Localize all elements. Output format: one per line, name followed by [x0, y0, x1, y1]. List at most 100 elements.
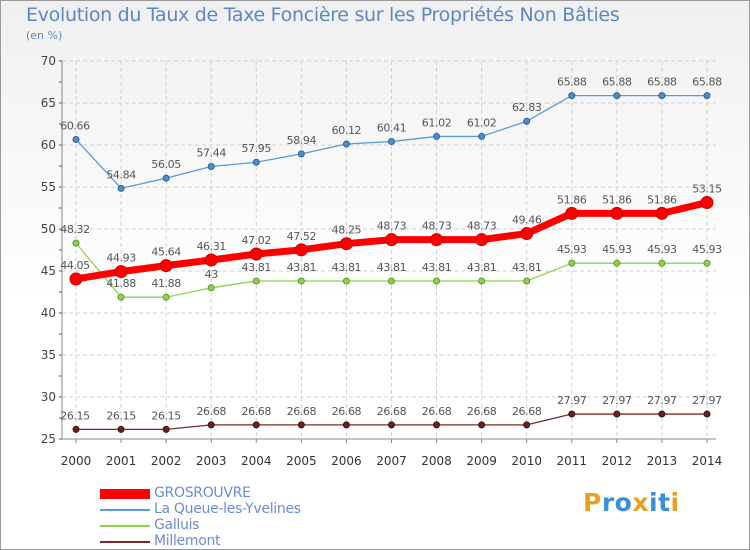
data-point: [207, 284, 215, 292]
data-point: [204, 253, 218, 267]
data-point: [207, 163, 215, 171]
data-point: [342, 277, 350, 285]
data-label: 26.15: [106, 409, 136, 422]
data-point: [252, 277, 260, 285]
data-point: [478, 421, 486, 429]
data-point: [610, 206, 624, 220]
data-label: 48.73: [467, 220, 497, 233]
data-label: 53.15: [692, 183, 722, 196]
data-label: 58.94: [287, 134, 317, 147]
x-tick-label: 2012: [602, 454, 633, 468]
data-point: [297, 150, 305, 158]
chart-title: Evolution du Taux de Taxe Foncière sur l…: [26, 4, 620, 26]
y-tick-label: 70: [41, 54, 56, 68]
data-label: 45.93: [647, 243, 677, 256]
data-label: 26.68: [422, 405, 452, 418]
data-label: 65.88: [692, 76, 722, 89]
data-point: [387, 277, 395, 285]
data-point: [568, 92, 576, 100]
data-point: [613, 410, 621, 418]
data-point: [162, 174, 170, 182]
data-label: 60.66: [60, 119, 90, 132]
data-point: [387, 421, 395, 429]
data-label: 48.73: [422, 220, 452, 233]
x-tick-label: 2002: [151, 454, 182, 468]
data-point: [703, 92, 711, 100]
x-tick-label: 2013: [647, 454, 678, 468]
data-label: 26.15: [60, 409, 90, 422]
data-point: [523, 277, 531, 285]
logo-letter: i: [670, 488, 680, 517]
data-label: 43.81: [332, 261, 362, 274]
data-label: 26.68: [377, 405, 407, 418]
y-tick-label: 35: [41, 348, 56, 362]
data-label: 43.81: [377, 261, 407, 274]
data-point: [117, 425, 125, 433]
data-label: 48.25: [332, 224, 362, 237]
data-label: 26.68: [287, 405, 317, 418]
data-label: 45.64: [151, 246, 181, 259]
data-point: [430, 233, 444, 247]
data-point: [658, 259, 666, 267]
data-point: [523, 117, 531, 125]
y-tick-label: 25: [41, 432, 56, 446]
data-point: [658, 92, 666, 100]
data-point: [655, 206, 669, 220]
data-label: 65.88: [602, 76, 632, 89]
data-label: 43.81: [242, 261, 272, 274]
data-label: 43.81: [287, 261, 317, 274]
data-label: 60.41: [377, 122, 407, 135]
data-label: 56.05: [151, 158, 181, 171]
data-point: [478, 277, 486, 285]
data-point: [252, 158, 260, 166]
data-label: 51.86: [647, 193, 677, 206]
data-point: [339, 237, 353, 251]
data-label: 47.02: [242, 234, 272, 247]
data-point: [72, 239, 80, 247]
data-label: 54.84: [106, 168, 136, 181]
logo-letter: i: [649, 488, 659, 517]
data-label: 61.02: [467, 116, 497, 129]
x-tick-label: 2003: [196, 454, 227, 468]
data-point: [117, 293, 125, 301]
chart-subtitle: (en %): [26, 29, 63, 42]
data-point: [162, 425, 170, 433]
data-point: [387, 138, 395, 146]
data-label: 45.93: [602, 243, 632, 256]
x-tick-label: 2005: [286, 454, 317, 468]
label-layer: 44.05 44.93 45.64 46.31 47.02 47.52 48.25 48.73…: [60, 76, 722, 423]
data-point: [703, 410, 711, 418]
data-label: 44.93: [106, 252, 136, 265]
data-point: [433, 421, 441, 429]
data-point: [433, 277, 441, 285]
data-point: [72, 135, 80, 143]
axis-layer: 25 30 35 40 45 50 55 60 65 70 2000 2001 2002 2003 2004…: [41, 54, 723, 468]
legend-label: La Queue-les-Yvelines: [154, 501, 301, 517]
legend-label: Millemont: [154, 533, 221, 549]
data-label: 60.12: [332, 124, 362, 137]
data-label: 45.93: [557, 243, 587, 256]
y-tick-label: 40: [41, 306, 56, 320]
data-label: 27.97: [692, 394, 722, 407]
data-point: [613, 92, 621, 100]
data-point: [294, 243, 308, 257]
x-tick-label: 2009: [466, 454, 497, 468]
data-label: 47.52: [287, 230, 317, 243]
y-tick-label: 65: [41, 96, 56, 110]
x-tick-label: 2011: [556, 454, 587, 468]
data-point: [520, 227, 534, 241]
x-tick-label: 2010: [511, 454, 542, 468]
data-point: [297, 421, 305, 429]
data-point: [207, 421, 215, 429]
data-point: [700, 196, 714, 210]
data-point: [342, 140, 350, 148]
data-label: 46.31: [196, 240, 226, 253]
data-label: 41.88: [106, 277, 136, 290]
legend-item: Galluis: [100, 517, 360, 533]
logo-letter: r: [601, 488, 615, 517]
data-label: 43: [205, 268, 219, 281]
data-point: [249, 247, 263, 261]
data-label: 26.68: [467, 405, 497, 418]
x-tick-label: 2000: [61, 454, 92, 468]
data-point: [69, 272, 83, 286]
